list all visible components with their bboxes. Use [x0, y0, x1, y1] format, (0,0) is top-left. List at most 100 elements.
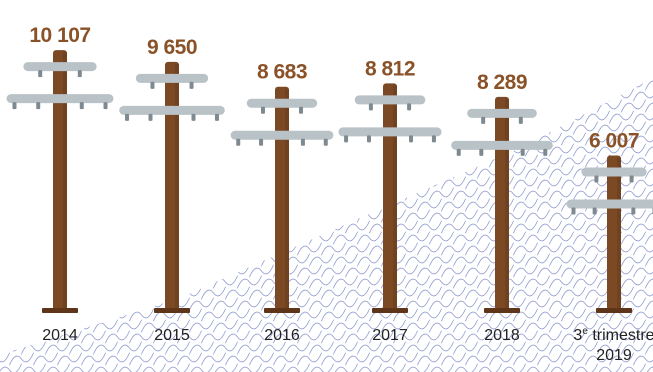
insulator — [150, 81, 155, 89]
wave-stroke — [429, 341, 454, 355]
wave-stroke — [537, 78, 562, 80]
wave-stroke — [105, 132, 130, 146]
wave-stroke — [141, 165, 166, 179]
wave-stroke — [573, 78, 598, 91]
wave-stroke — [417, 264, 442, 278]
wave-stroke — [321, 88, 346, 102]
wave-stroke — [285, 275, 310, 289]
pole-shaft — [495, 96, 509, 311]
wave-stroke — [21, 231, 46, 245]
insulator — [79, 102, 84, 110]
wave-stroke — [309, 275, 334, 289]
wave-stroke — [549, 143, 574, 157]
wave-stroke — [465, 330, 490, 344]
wave-stroke — [357, 319, 382, 333]
wave-stroke — [633, 88, 653, 102]
wave-stroke — [573, 319, 598, 333]
wave-stroke — [645, 209, 653, 223]
wave-stroke — [69, 275, 94, 289]
wave-stroke — [201, 308, 226, 322]
wave-stroke — [453, 209, 478, 223]
wave-stroke — [141, 341, 166, 355]
wave-stroke — [525, 121, 550, 135]
wave-stroke — [573, 99, 598, 113]
wave-stroke — [525, 165, 550, 179]
insulator — [125, 113, 130, 121]
wave-stroke — [297, 242, 322, 256]
wave-stroke — [0, 286, 10, 300]
wave-stroke — [441, 264, 466, 278]
wave-stroke — [105, 198, 130, 212]
wave-stroke — [93, 363, 118, 372]
insulator — [518, 116, 523, 124]
wave-stroke — [345, 176, 370, 190]
wave-stroke — [561, 154, 586, 168]
wave-stroke — [561, 176, 586, 190]
wave-stroke — [549, 297, 574, 311]
insulator — [520, 148, 525, 156]
wave-stroke — [513, 198, 538, 212]
wave-stroke — [429, 253, 454, 267]
wave-stroke — [117, 56, 141, 68]
wave-stroke — [333, 363, 358, 372]
wave-stroke — [105, 308, 130, 322]
wave-stroke — [213, 319, 238, 333]
wave-stroke — [237, 275, 262, 289]
wave-stroke — [177, 308, 202, 322]
wave-stroke — [309, 78, 334, 91]
wave-stroke — [333, 99, 358, 113]
wave-stroke — [501, 363, 526, 372]
crossarm — [581, 167, 647, 177]
wave-stroke — [261, 363, 286, 372]
crossarm — [230, 130, 334, 140]
wave-stroke — [609, 88, 634, 102]
wave-stroke — [309, 253, 334, 267]
insulator — [299, 106, 304, 114]
wave-stroke — [333, 187, 358, 201]
wave-stroke — [237, 341, 262, 355]
pole-base — [42, 308, 78, 313]
wave-stroke — [621, 297, 646, 311]
wave-stroke — [189, 209, 214, 223]
wave-stroke — [597, 319, 622, 333]
wave-stroke — [213, 209, 238, 223]
crossarm — [566, 199, 653, 209]
wave-stroke — [0, 132, 10, 146]
wave-stroke — [0, 363, 22, 372]
wave-stroke — [21, 78, 46, 91]
wave-stroke — [561, 264, 586, 278]
category-label: 3e trimestre — [573, 326, 653, 344]
wave-stroke — [285, 143, 310, 157]
wave-stroke — [69, 121, 94, 135]
wave-stroke — [177, 176, 202, 190]
wave-stroke — [537, 352, 562, 366]
wave-stroke — [417, 176, 442, 190]
wave-stroke — [549, 165, 574, 179]
wave-stroke — [213, 187, 238, 201]
wave-stroke — [81, 132, 106, 146]
wave-stroke — [393, 154, 418, 168]
wave-stroke — [249, 198, 274, 212]
wave-stroke — [297, 352, 322, 366]
pole-mark — [566, 155, 653, 313]
wave-stroke — [441, 198, 466, 212]
wave-stroke — [597, 99, 622, 113]
pole-mark — [338, 83, 442, 313]
insulator — [103, 102, 108, 110]
wave-stroke — [333, 78, 358, 91]
wave-stroke — [561, 330, 586, 344]
wave-stroke — [489, 352, 514, 366]
wave-stroke — [537, 330, 562, 344]
wave-stroke — [225, 352, 250, 366]
wave-stroke — [321, 220, 346, 234]
wave-stroke — [129, 242, 154, 256]
wave-stroke — [201, 242, 226, 256]
wave-stroke — [321, 176, 346, 190]
wave-stroke — [141, 319, 166, 333]
wave-stroke — [585, 88, 610, 102]
wave-stroke — [0, 352, 10, 366]
wave-stroke — [69, 231, 94, 245]
wave-stroke — [81, 242, 106, 256]
wave-stroke — [141, 275, 166, 289]
wave-stroke — [117, 253, 142, 267]
